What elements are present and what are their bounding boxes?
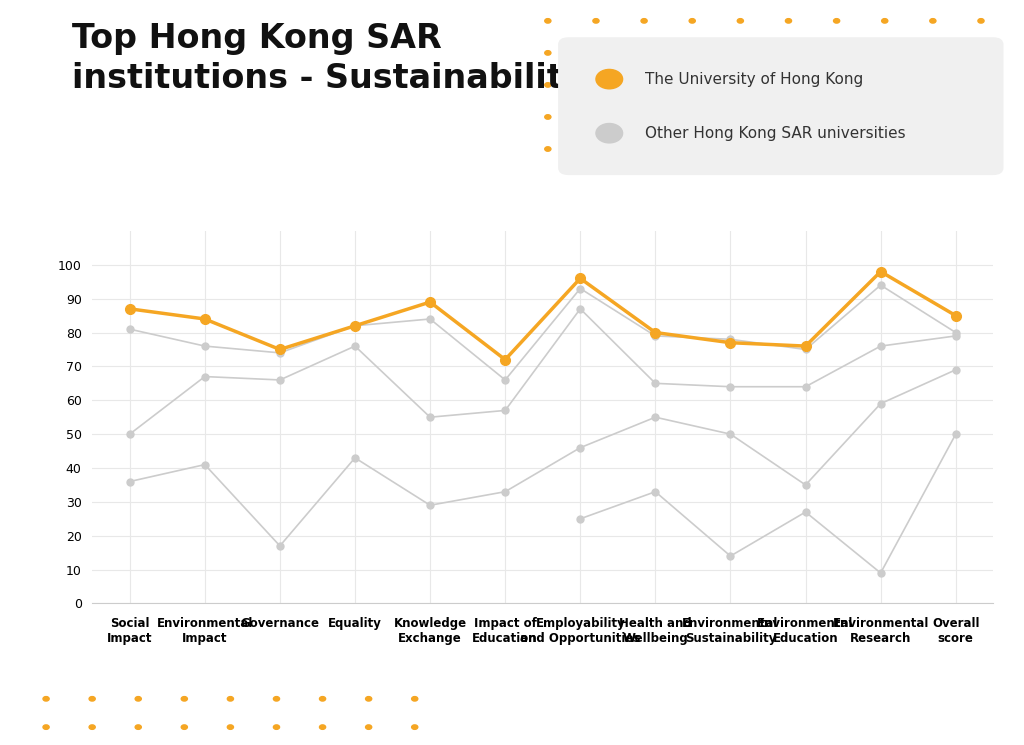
Text: Other Hong Kong SAR universities: Other Hong Kong SAR universities [645,126,906,141]
Text: Top Hong Kong SAR
institutions - Sustainability: Top Hong Kong SAR institutions - Sustain… [72,22,584,95]
Text: The University of Hong Kong: The University of Hong Kong [645,72,863,86]
